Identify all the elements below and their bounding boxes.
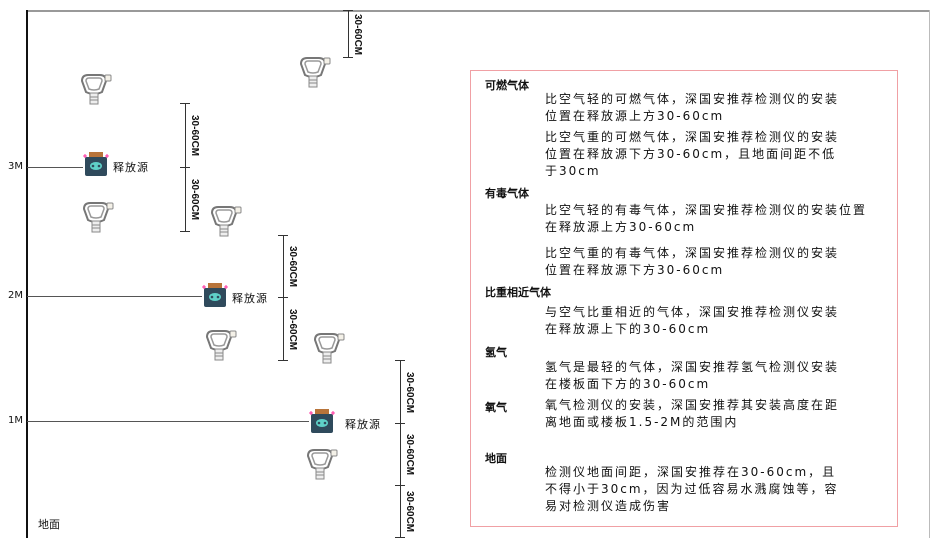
ceiling-line: [27, 10, 930, 12]
level-label-2m: 2M: [8, 290, 23, 301]
gas-detector-icon: [304, 447, 338, 481]
gas-detector-icon: [297, 55, 331, 89]
dimension-tick: [395, 360, 405, 361]
dimension-label: 30-60CM: [404, 434, 415, 476]
dimension-tick: [343, 57, 353, 58]
dimension-line: [283, 297, 284, 360]
release-source-icon: [309, 409, 335, 433]
text-toxic-light: 比空气轻的有毒气体，深国安推荐检测仪的安装位置在释放源上方30-60cm: [545, 203, 868, 234]
dimension-line: [400, 485, 401, 537]
dimension-tick: [343, 10, 353, 11]
dimension-label: 30-60CM: [287, 308, 298, 350]
dimension-label: 30-60CM: [404, 491, 415, 533]
dimension-line: [400, 360, 401, 423]
dimension-line: [185, 167, 186, 231]
source-label: 释放源: [232, 292, 268, 305]
level-line-3m: [27, 167, 83, 168]
dimension-line: [400, 423, 401, 485]
wall-line: [26, 10, 28, 538]
heading-toxic: 有毒气体: [485, 187, 529, 200]
gas-detector-icon: [80, 200, 114, 234]
text-oxygen: 氧气检测仪的安装，深国安推荐其安装高度在距离地面或楼板1.5-2M的范围内: [545, 398, 840, 429]
dimension-tick: [395, 537, 405, 538]
dimension-tick: [180, 103, 190, 104]
level-label-1m: 1M: [8, 415, 23, 426]
heading-oxygen: 氧气: [485, 401, 507, 414]
dimension-tick: [278, 297, 288, 298]
right-wall-line: [929, 10, 930, 538]
dimension-line: [283, 235, 284, 297]
heading-similar-density: 比重相近气体: [485, 286, 551, 299]
level-label-3m: 3M: [8, 161, 23, 172]
dimension-label: 30-60CM: [352, 13, 363, 55]
ground-label: 地面: [38, 518, 60, 531]
dimension-label: 30-60CM: [404, 371, 415, 413]
dimension-line: [185, 103, 186, 167]
dimension-label: 30-60CM: [189, 179, 200, 221]
gas-detector-icon: [208, 204, 242, 238]
gas-detector-icon: [311, 331, 345, 365]
text-ground: 检测仪地面间距，深国安推荐在30-60cm，且不得小于30cm，因为过低容易水溅…: [545, 465, 839, 513]
level-line-1m: [27, 421, 309, 422]
source-label: 释放源: [345, 418, 381, 431]
text-combustible-heavy: 比空气重的可燃气体，深国安推荐检测仪的安装位置在释放源下方30-60cm，且地面…: [545, 130, 840, 178]
dimension-line: [348, 10, 349, 57]
heading-combustible: 可燃气体: [485, 79, 529, 92]
source-label: 释放源: [113, 161, 149, 174]
release-source-icon: [83, 152, 109, 176]
dimension-tick: [278, 235, 288, 236]
dimension-tick: [180, 231, 190, 232]
text-toxic-heavy: 比空气重的有毒气体，深国安推荐检测仪的安装位置在释放源下方30-60cm: [545, 246, 840, 277]
level-line-2m: [27, 296, 202, 297]
text-combustible-light: 比空气轻的可燃气体，深国安推荐检测仪的安装位置在释放源上方30-60cm: [545, 92, 840, 123]
dimension-label: 30-60CM: [287, 246, 298, 288]
gas-detector-icon: [203, 328, 237, 362]
release-source-icon: [202, 283, 228, 307]
gas-detector-icon: [78, 72, 112, 106]
heading-ground: 地面: [485, 452, 507, 465]
dimension-label: 30-60CM: [189, 115, 200, 157]
dimension-tick: [395, 423, 405, 424]
text-similar-density: 与空气比重相近的气体，深国安推荐检测仪安装在释放源上下的30-60cm: [545, 305, 840, 336]
dimension-tick: [278, 360, 288, 361]
dimension-tick: [395, 485, 405, 486]
text-hydrogen: 氢气是最轻的气体，深国安推荐氢气检测仪安装在楼板面下方的30-60cm: [545, 360, 840, 391]
heading-hydrogen: 氢气: [485, 346, 507, 359]
recommendation-panel: [470, 70, 898, 527]
dimension-tick: [180, 167, 190, 168]
